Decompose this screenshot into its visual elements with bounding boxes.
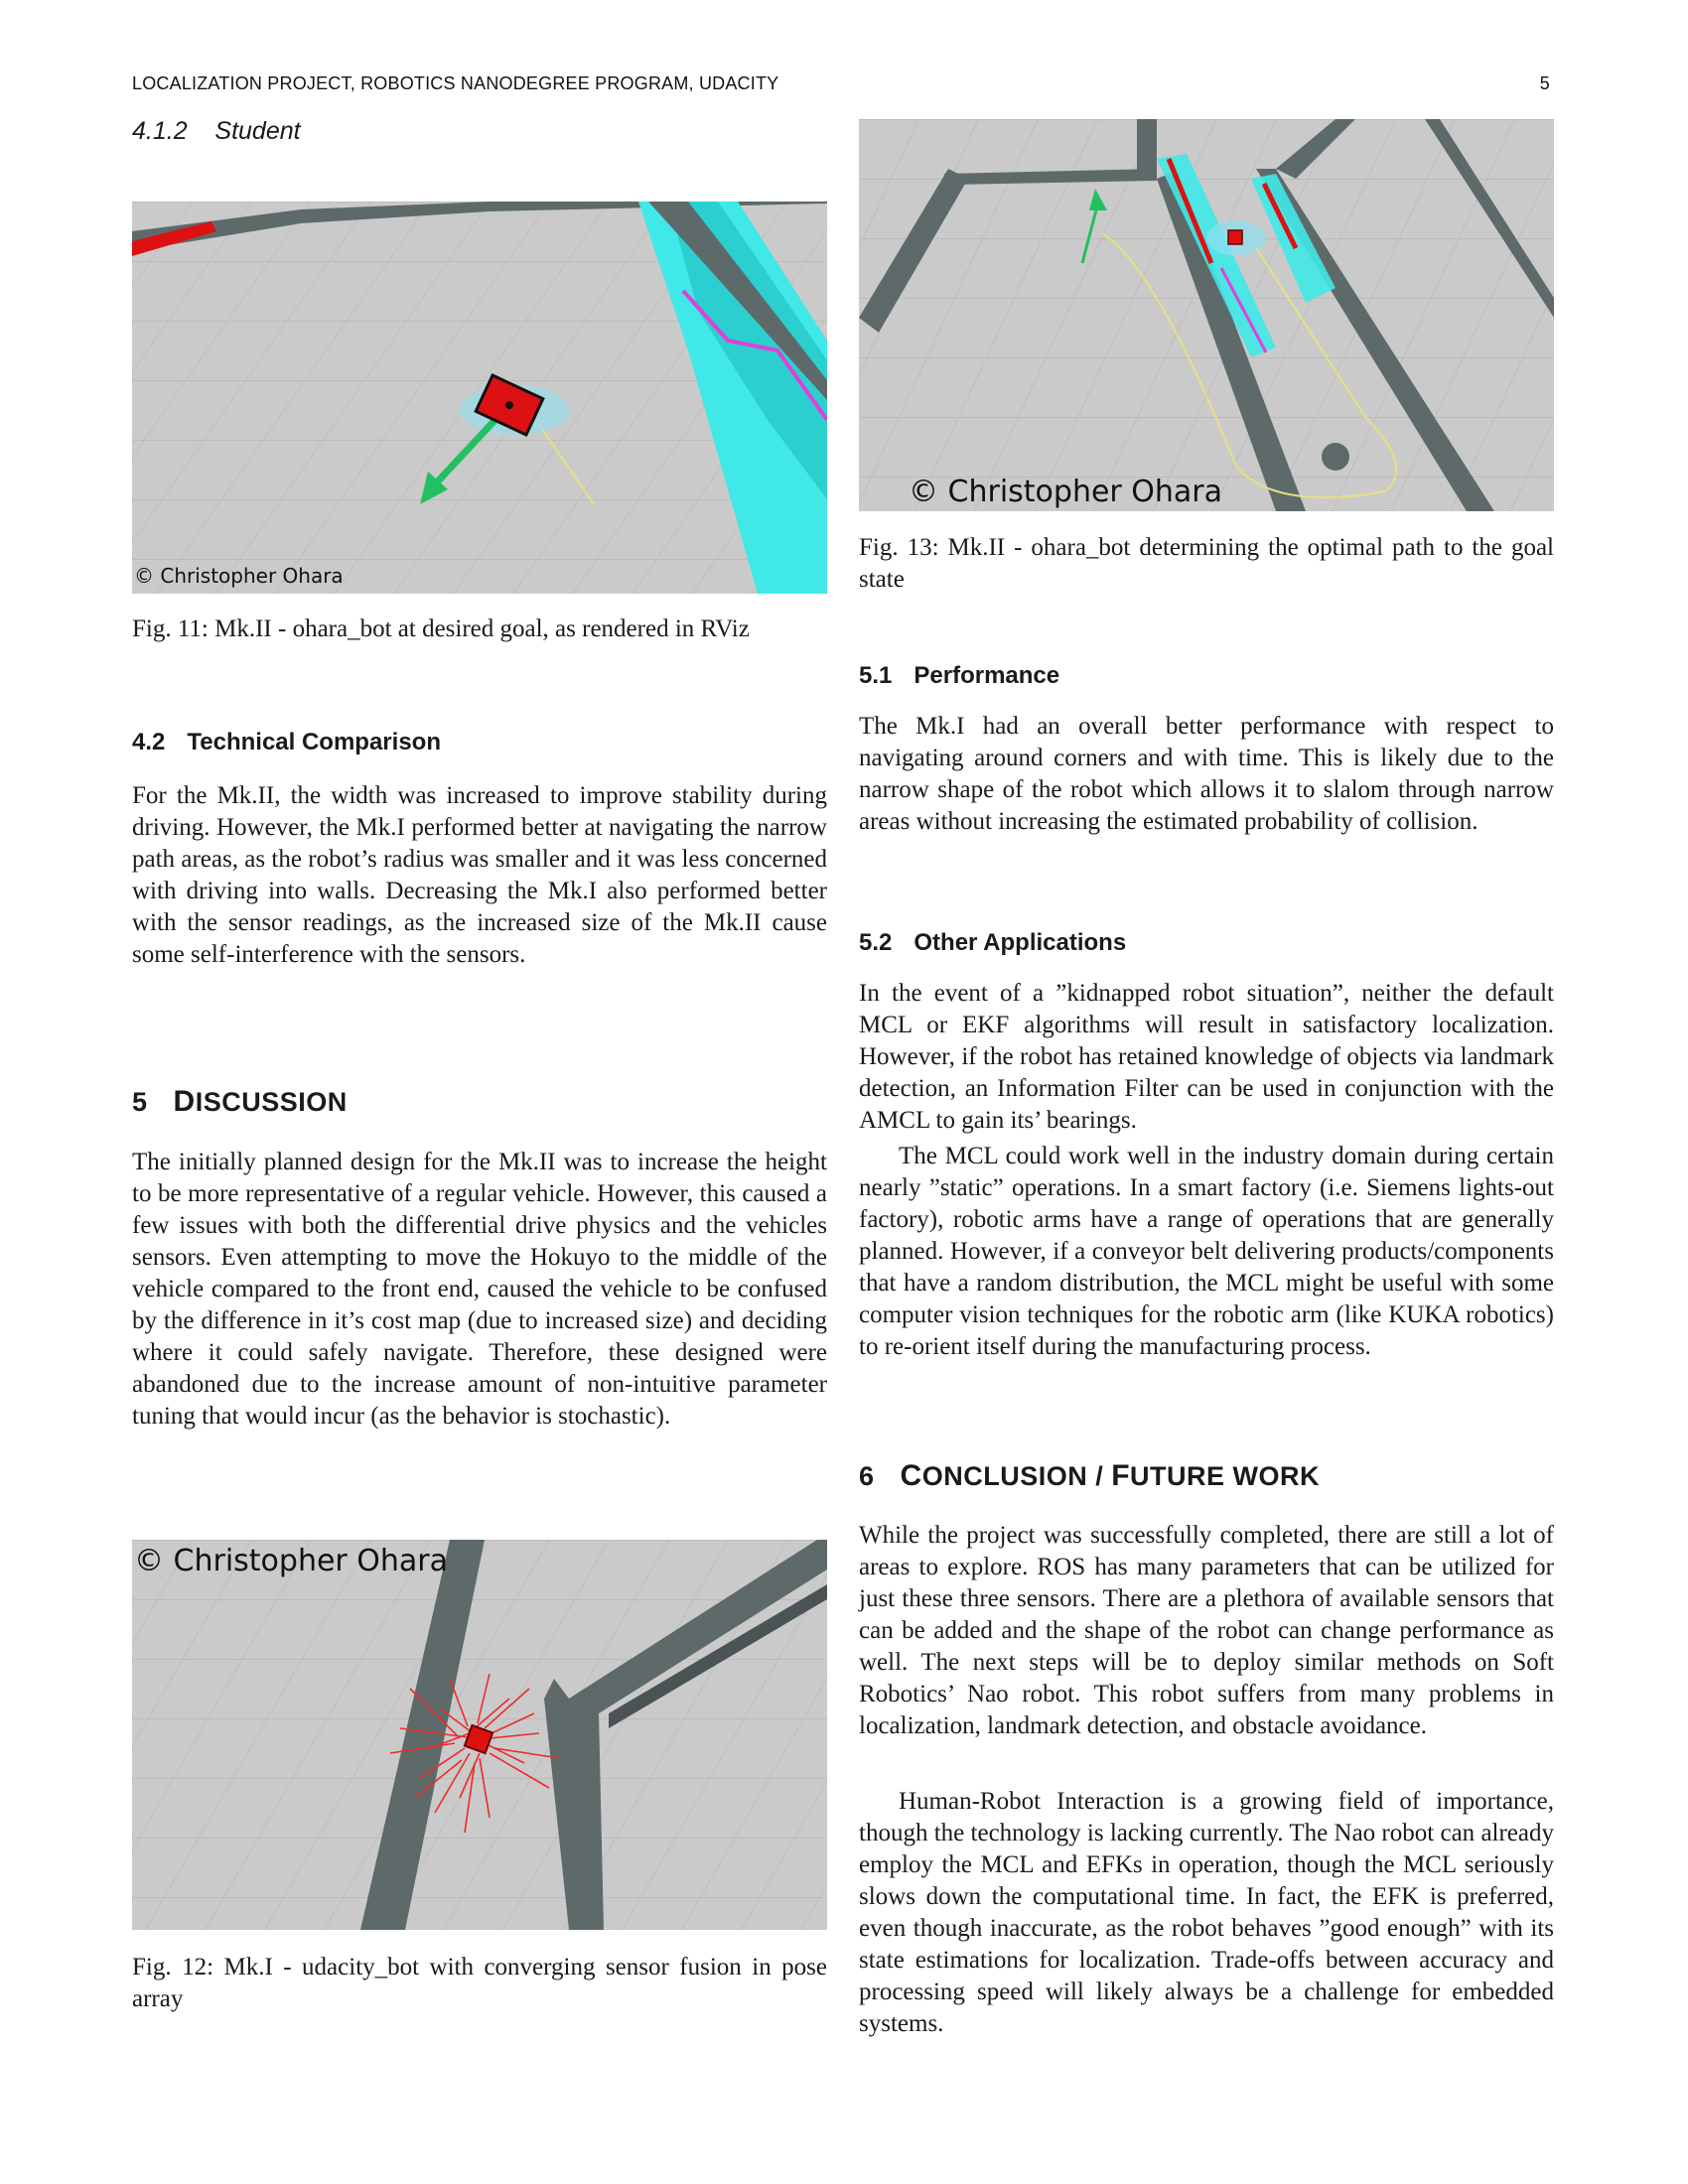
costmap-boundary	[1219, 267, 1268, 353]
section-6-paragraph-2: Human-Robot Interaction is a growing fie…	[859, 1788, 1554, 2037]
figure-12-caption: Fig. 12: Mk.I - udacity_bot with converg…	[132, 1954, 827, 2012]
figure-13-rviz-render	[859, 119, 1554, 511]
section-5-1-number: 5.1	[859, 662, 893, 689]
section-5-number: 5	[132, 1087, 148, 1117]
robot-marker	[463, 1723, 494, 1755]
section-5-heading: 5 DISCUSSION	[132, 1085, 827, 1119]
wall-segment	[1137, 119, 1157, 179]
section-6-heading: 6 CONCLUSION / FUTURE WORK	[859, 1459, 1554, 1493]
figure-12-rviz-render	[132, 1540, 827, 1930]
figure-13-caption: Fig. 13: Mk.II - ohara_bot determining t…	[859, 534, 1554, 593]
subsubsection-title: Student	[214, 117, 301, 145]
section-6-title-slash: /	[1087, 1461, 1112, 1491]
section-6-title-f: F	[1111, 1459, 1131, 1492]
section-6-number: 6	[859, 1461, 875, 1491]
robot-marker	[1227, 229, 1243, 245]
wall-segment	[1157, 171, 1306, 511]
section-5-title-rest: ISCUSSION	[195, 1087, 348, 1117]
wall-segment	[360, 1540, 485, 1930]
wall-segment	[544, 1540, 827, 1930]
section-4-2-paragraph: For the Mk.II, the width was increased t…	[132, 782, 827, 968]
laser-scan-segment	[1261, 182, 1299, 250]
subsubsection-heading: 4.1.2 Student	[132, 117, 827, 146]
figure-13-copyright: © Christopher Ohara	[909, 475, 1223, 509]
planned-path	[1101, 232, 1398, 499]
section-5-2-number: 5.2	[859, 929, 893, 956]
section-4-2-title: Technical Comparison	[187, 729, 441, 755]
wall-segment	[1425, 119, 1554, 318]
pose-arrow	[432, 407, 507, 487]
section-6-paragraph-1: While the project was successfully compl…	[859, 1522, 1554, 1739]
section-5-2-paragraph-1: In the event of a ”kidnapped robot situa…	[859, 980, 1554, 1134]
running-title: LOCALIZATION PROJECT, ROBOTICS NANODEGRE…	[132, 73, 779, 93]
robot-marker	[474, 373, 545, 437]
figure-11-copyright: © Christopher Ohara	[134, 564, 344, 588]
section-5-1-paragraph: The Mk.I had an overall better performan…	[859, 713, 1554, 835]
section-4-2-number: 4.2	[132, 729, 166, 755]
section-5-2-paragraph-2: The MCL could work well in the industry …	[859, 1143, 1554, 1360]
wall-segment	[1276, 119, 1355, 179]
laser-scan-segment	[132, 221, 216, 256]
planned-path	[538, 424, 595, 505]
goal-marker	[1322, 443, 1349, 471]
laser-scan-segment	[1166, 158, 1214, 264]
goal-arrow-head	[1089, 189, 1107, 210]
section-6-title-uture: UTURE WORK	[1130, 1461, 1321, 1491]
wall-segment	[132, 202, 827, 251]
wall-segment	[609, 1584, 827, 1728]
figure-12: © Christopher Ohara	[132, 1540, 827, 1930]
page-number: 5	[1539, 73, 1550, 93]
section-6-title-onclusion: ONCLUSION	[921, 1461, 1088, 1491]
section-5-paragraph: The initially planned design for the Mk.…	[132, 1149, 827, 1430]
figure-11: © Christopher Ohara	[132, 202, 827, 594]
section-6-title-c: C	[900, 1459, 922, 1492]
pose-array	[389, 1673, 560, 1834]
costmap-boundary	[681, 289, 827, 422]
costmap-inner	[668, 202, 827, 499]
figure-11-rviz-render	[132, 202, 827, 594]
wall-segment	[859, 169, 968, 333]
wall-segment	[943, 169, 1157, 185]
pose-arrow-head	[420, 472, 448, 504]
wall-segment	[648, 202, 827, 400]
figure-13: © Christopher Ohara	[859, 119, 1554, 511]
section-5-title-initial: D	[173, 1085, 196, 1118]
running-head: LOCALIZATION PROJECT, ROBOTICS NANODEGRE…	[132, 73, 1550, 94]
section-4-2-heading: 4.2 Technical Comparison	[132, 729, 827, 756]
subsubsection-number: 4.1.2	[132, 117, 188, 145]
section-5-2-heading: 5.2 Other Applications	[859, 929, 1554, 957]
figure-11-caption: Fig. 11: Mk.II - ohara_bot at desired go…	[132, 615, 750, 642]
section-5-1-heading: 5.1 Performance	[859, 662, 1554, 690]
section-5-1-title: Performance	[914, 662, 1060, 689]
section-5-2-title: Other Applications	[914, 929, 1127, 956]
figure-12-copyright: © Christopher Ohara	[134, 1544, 449, 1578]
